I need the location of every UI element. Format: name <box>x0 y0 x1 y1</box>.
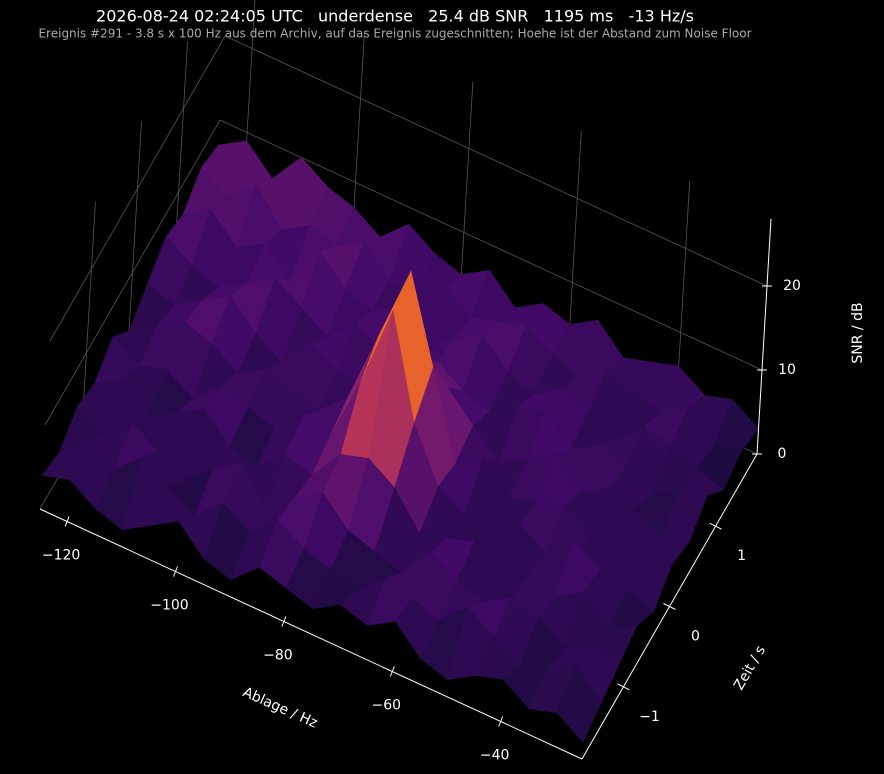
y-tick <box>709 522 722 530</box>
chart-title: 2026-08-24 02:24:05 UTC underdense 25.4 … <box>96 7 694 26</box>
chart-subtitle: Ereignis #291 - 3.8 s x 100 Hz aus dem A… <box>38 27 751 41</box>
z-axis <box>756 218 772 455</box>
x-axis <box>39 508 583 760</box>
y-tick <box>663 603 676 610</box>
x-axis-label: Ablage / Hz <box>240 684 320 731</box>
y-tick-label: −1 <box>639 709 660 725</box>
surface-patch <box>556 664 602 743</box>
surface <box>41 140 759 743</box>
y-tick <box>617 683 630 691</box>
x-tick-label: −100 <box>150 598 188 614</box>
grid-line <box>127 121 142 357</box>
x-tick <box>173 566 178 577</box>
x-tick <box>281 616 287 627</box>
z-tick-label: 10 <box>778 362 796 378</box>
grid-line <box>49 35 768 342</box>
grid-line <box>44 119 763 426</box>
y-tick-label: 0 <box>691 629 700 645</box>
x-tick-label: −120 <box>42 548 80 564</box>
z-axis-label: SNR / dB <box>850 302 866 363</box>
z-tick-label: 20 <box>783 278 801 294</box>
z-tick-label: 0 <box>778 446 787 462</box>
x-tick <box>389 666 395 677</box>
x-tick-label: −60 <box>372 698 402 714</box>
x-tick-label: −40 <box>480 748 510 764</box>
x-tick <box>498 716 504 727</box>
x-tick <box>64 516 70 527</box>
y-axis-label: Zeit / s <box>731 643 769 693</box>
x-tick-label: −80 <box>263 648 293 664</box>
y-tick-label: 1 <box>737 548 746 564</box>
